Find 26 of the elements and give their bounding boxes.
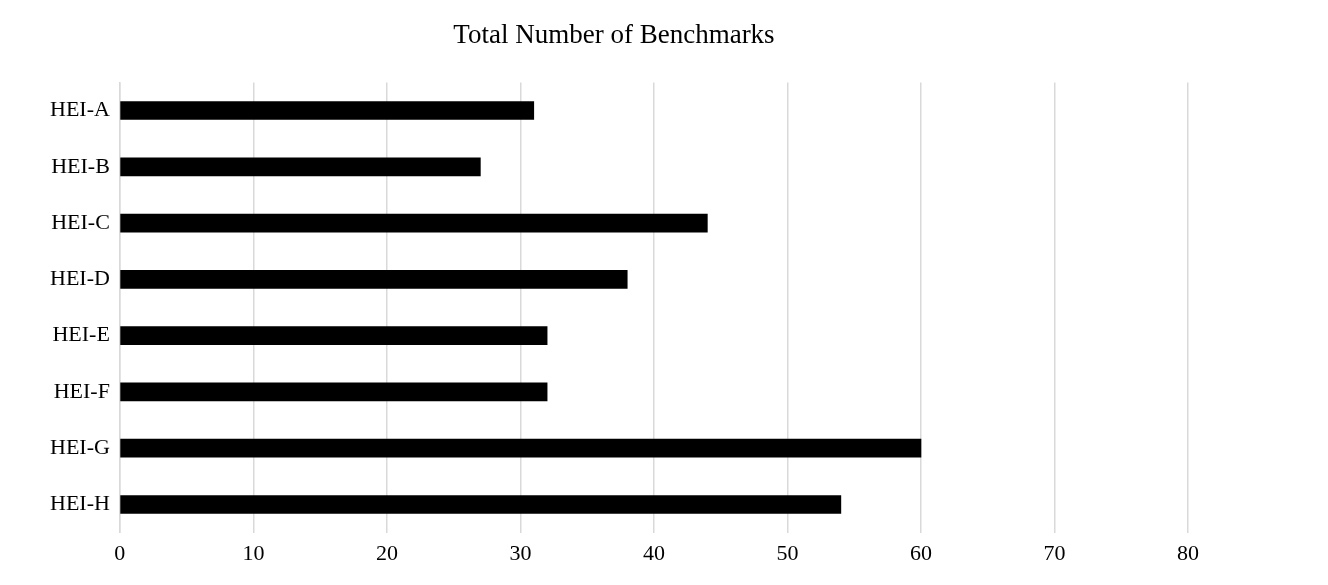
x-tick-label: 80 [1177, 539, 1199, 565]
x-tick-label: 20 [375, 539, 398, 565]
x-tick-label: 60 [909, 539, 932, 565]
y-tick-label: HEI-F [53, 377, 110, 403]
x-tick-label: 40 [642, 539, 665, 565]
x-tick-label: 30 [509, 539, 532, 565]
bar [120, 326, 548, 345]
x-tick-label: 10 [242, 539, 265, 565]
bar [120, 213, 708, 233]
y-tick-label: HEI-C [51, 208, 110, 234]
y-tick-label: HEI-G [49, 433, 110, 459]
y-tick-label: HEI-A [49, 96, 110, 122]
y-tick-label: HEI-B [51, 152, 110, 178]
bar [120, 495, 842, 514]
bar [120, 382, 548, 402]
x-tick-label: 0 [114, 539, 126, 565]
y-tick-label: HEI-D [49, 265, 110, 291]
bar [120, 157, 481, 177]
x-tick-label: 70 [1043, 539, 1066, 565]
bar [120, 101, 535, 120]
bar [120, 270, 628, 289]
bar [120, 438, 922, 458]
y-tick-label: HEI-H [49, 490, 110, 516]
chart-title: Total Number of Benchmarks [453, 19, 775, 50]
y-tick-label: HEI-E [52, 321, 110, 347]
x-tick-label: 50 [776, 539, 799, 565]
